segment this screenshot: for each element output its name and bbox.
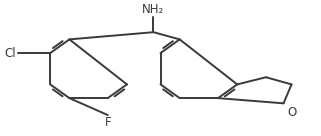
Text: O: O [287,106,296,119]
Text: F: F [104,116,111,129]
Text: NH₂: NH₂ [142,3,165,16]
Text: Cl: Cl [4,47,16,60]
